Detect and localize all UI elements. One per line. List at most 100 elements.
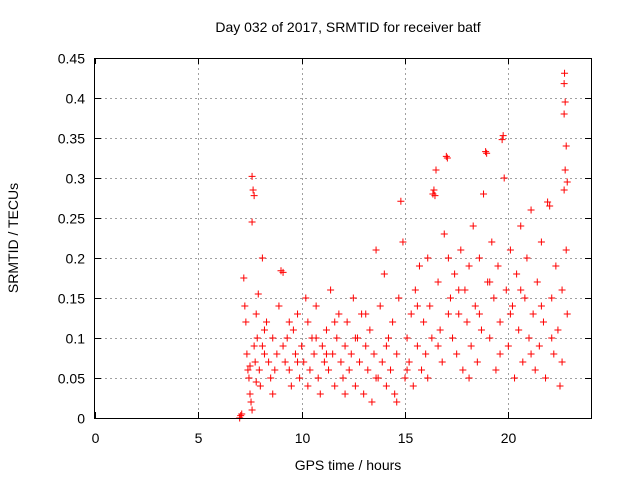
- data-point: [343, 318, 351, 326]
- data-point: [316, 390, 324, 398]
- data-point: [283, 334, 291, 342]
- data-point: [368, 398, 376, 406]
- data-point: [533, 278, 541, 286]
- data-point: [244, 366, 252, 374]
- data-point: [378, 358, 386, 366]
- data-point: [473, 358, 481, 366]
- y-tick-label: 0.35: [58, 131, 85, 147]
- data-point: [561, 98, 569, 106]
- data-point: [409, 382, 417, 390]
- data-point: [256, 382, 264, 390]
- data-point: [517, 286, 525, 294]
- data-point: [420, 318, 428, 326]
- data-point: [372, 246, 380, 254]
- data-point: [442, 152, 450, 160]
- data-point: [279, 268, 287, 276]
- data-point: [362, 342, 370, 350]
- x-tick-label: 5: [195, 430, 203, 446]
- data-point: [563, 310, 571, 318]
- data-point: [535, 342, 543, 350]
- data-point: [329, 350, 337, 358]
- data-point: [488, 238, 496, 246]
- data-point: [372, 374, 380, 382]
- data-point: [356, 358, 364, 366]
- data-point: [504, 342, 512, 350]
- data-point: [254, 290, 262, 298]
- data-point: [260, 326, 268, 334]
- x-tick-label: 10: [295, 430, 311, 446]
- data-point: [537, 238, 545, 246]
- data-point: [312, 334, 320, 342]
- data-point: [457, 246, 465, 254]
- data-point: [515, 326, 523, 334]
- data-point: [405, 358, 413, 366]
- data-point: [438, 358, 446, 366]
- data-point: [424, 254, 432, 262]
- data-point: [267, 374, 275, 382]
- chart-title: Day 032 of 2017, SRMTID for receiver bat…: [215, 19, 480, 35]
- data-point: [335, 310, 343, 318]
- data-point: [440, 230, 448, 238]
- data-point: [339, 374, 347, 382]
- y-tick-label: 0.1: [66, 331, 86, 347]
- data-point: [430, 186, 438, 194]
- data-point: [253, 334, 261, 342]
- data-point: [453, 350, 461, 358]
- data-point: [475, 310, 483, 318]
- data-point: [502, 286, 510, 294]
- data-point: [304, 382, 312, 390]
- data-point: [451, 270, 459, 278]
- plot-frame: [94, 58, 592, 419]
- data-point: [506, 246, 514, 254]
- data-point: [546, 202, 554, 210]
- data-point: [345, 366, 353, 374]
- data-point: [296, 374, 304, 382]
- data-point: [548, 294, 556, 302]
- data-point: [558, 286, 566, 294]
- data-point: [527, 206, 535, 214]
- data-point: [558, 358, 566, 366]
- data-point: [499, 132, 507, 140]
- data-point: [275, 302, 283, 310]
- data-point: [247, 398, 255, 406]
- data-point: [436, 326, 444, 334]
- data-point: [298, 342, 306, 350]
- data-point: [325, 366, 333, 374]
- y-tick-label: 0.05: [58, 371, 85, 387]
- data-point: [407, 310, 415, 318]
- data-point: [314, 374, 322, 382]
- data-point: [291, 350, 299, 358]
- data-point: [413, 302, 421, 310]
- data-point: [477, 326, 485, 334]
- data-point: [556, 382, 564, 390]
- data-point: [237, 412, 245, 420]
- data-point: [331, 318, 339, 326]
- data-point: [294, 310, 302, 318]
- data-point: [560, 186, 568, 194]
- data-point: [401, 374, 409, 382]
- data-point: [395, 294, 403, 302]
- data-point: [252, 378, 260, 386]
- data-point: [393, 398, 401, 406]
- data-point: [560, 80, 568, 88]
- data-point: [415, 262, 423, 270]
- data-point: [561, 166, 569, 174]
- y-tick-label: 0.4: [66, 91, 86, 107]
- data-point: [360, 390, 368, 398]
- data-point: [341, 390, 349, 398]
- data-point: [349, 294, 357, 302]
- data-point: [428, 334, 436, 342]
- data-point: [384, 334, 392, 342]
- data-point: [446, 294, 454, 302]
- data-point: [496, 318, 504, 326]
- data-point: [351, 382, 359, 390]
- data-point: [252, 310, 260, 318]
- data-point: [554, 326, 562, 334]
- data-point: [413, 342, 421, 350]
- data-point: [310, 350, 318, 358]
- data-point: [393, 350, 401, 358]
- data-point: [399, 238, 407, 246]
- y-tick-label: 0: [77, 411, 85, 427]
- data-point: [449, 334, 457, 342]
- data-point: [432, 166, 440, 174]
